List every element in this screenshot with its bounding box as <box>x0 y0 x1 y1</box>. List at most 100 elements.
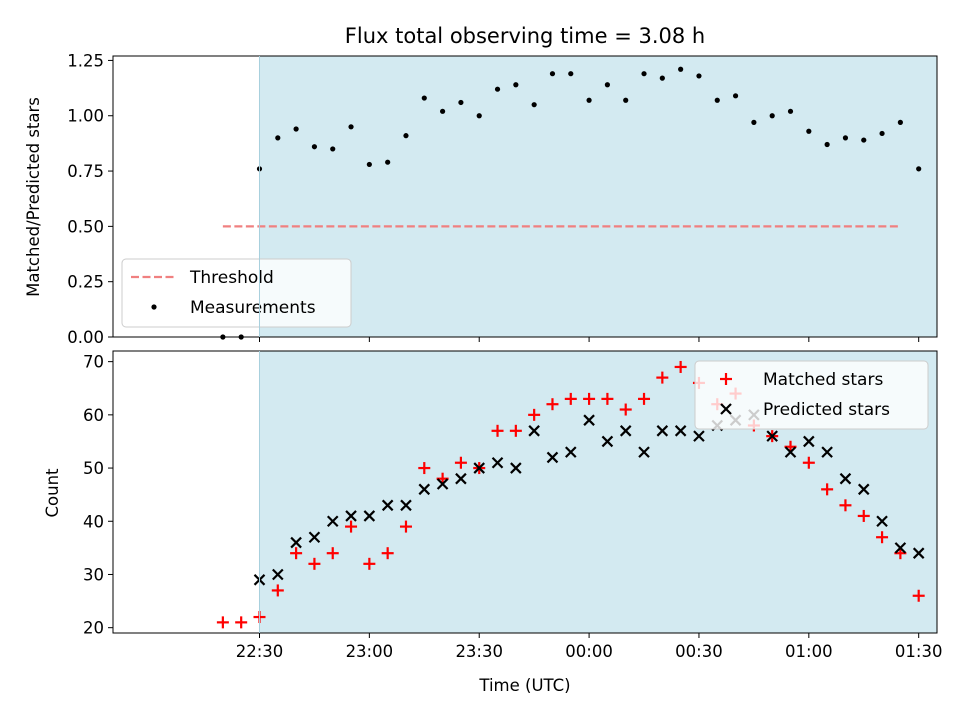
ratio-panel: 0.00 0.25 0.50 0.75 1.00 1.25 Flux total obse… <box>24 24 938 347</box>
measurement-point <box>549 71 556 77</box>
count-x-ticks: 22:30 23:00 23:30 00:00 00:30 01:00 01:30 <box>236 633 943 661</box>
predicted-legend-swatch <box>720 403 732 415</box>
matched-star-point <box>912 589 925 602</box>
matched-star-point <box>454 456 467 469</box>
ratio-y-axis-label: Matched/Predicted stars <box>24 97 43 297</box>
y-tick-label: 0.00 <box>67 328 104 347</box>
matched-star-point <box>546 398 559 411</box>
predicted-star-point <box>821 446 833 458</box>
measurement-point <box>275 135 281 141</box>
measurement-point <box>494 86 501 92</box>
predicted-star-point <box>894 542 907 554</box>
predicted-star-point <box>491 456 504 469</box>
x-tick-label: 23:00 <box>346 642 394 661</box>
measurement-point <box>916 166 922 172</box>
predicted-star-point <box>473 462 486 474</box>
matched-legend-label: Matched stars <box>763 370 883 390</box>
ratio-panel-frame <box>112 55 938 338</box>
measurement-point <box>604 82 611 88</box>
predicted-star-point <box>326 515 339 528</box>
matched-star-point <box>418 462 431 475</box>
matched-star-point <box>528 408 541 421</box>
predicted-star-point <box>803 435 815 448</box>
y-tick-label: 70 <box>83 353 104 372</box>
y-tick-label: 50 <box>83 459 104 478</box>
measurement-point <box>842 135 849 141</box>
matched-star-point <box>381 547 394 560</box>
measurement-point <box>769 113 775 119</box>
measurement-point <box>458 99 464 106</box>
predicted-star-point <box>345 510 357 522</box>
ratio-legend: Threshold Measurements <box>121 258 352 328</box>
predicted-star-point <box>400 499 412 512</box>
y-tick-label: 0.25 <box>67 273 104 292</box>
measurement-point <box>897 119 903 125</box>
matched-star-point <box>363 557 376 570</box>
predicted-star-point <box>619 425 632 437</box>
predicted-star-point <box>784 446 797 458</box>
measurement-point <box>348 124 354 130</box>
count-panel: 20 30 40 50 60 70 22:30 23:00 23:30 00:00 00:30 01… <box>43 350 943 695</box>
predicted-star-point <box>436 478 449 490</box>
predicted-star-point <box>876 515 888 528</box>
predicted-star-point <box>857 483 870 496</box>
predicted-star-point <box>766 430 778 442</box>
measurement-point <box>311 144 318 150</box>
matched-star-point <box>509 424 522 437</box>
predicted-star-point <box>656 425 669 437</box>
count-panel-frame <box>112 350 938 634</box>
measurement-point <box>440 108 446 114</box>
ratio-y-ticks: 0.00 0.25 0.50 0.75 1.00 1.25 <box>67 51 113 347</box>
measurement-point <box>403 133 409 139</box>
x-axis-label: Time (UTC) <box>478 676 570 695</box>
predicted-star-point <box>381 499 394 512</box>
measurements-points <box>220 66 922 340</box>
y-tick-label: 40 <box>83 512 104 531</box>
predicted-star-point <box>839 472 852 485</box>
matched-legend-swatch <box>720 373 732 385</box>
count-legend: Matched stars Predicted stars <box>694 360 929 430</box>
x-tick-label: 01:30 <box>895 642 943 661</box>
measurement-point <box>586 97 592 103</box>
measurement-point <box>568 71 574 77</box>
x-tick-label: 00:00 <box>565 642 613 661</box>
matched-star-point <box>601 392 614 405</box>
measurement-point <box>879 130 885 137</box>
ratio-legend-box <box>121 258 352 328</box>
predicted-star-point <box>601 435 614 448</box>
threshold-legend-label: Threshold <box>189 268 274 288</box>
measurement-point <box>531 102 537 108</box>
measurement-point <box>293 126 299 132</box>
measurement-point <box>696 73 702 79</box>
predicted-star-point <box>583 414 595 426</box>
matched-star-point <box>876 531 889 544</box>
measurements-legend-label: Measurements <box>190 298 316 318</box>
predicted-star-point <box>290 536 302 549</box>
predicted-star-point <box>363 510 376 522</box>
predicted-star-point <box>418 483 431 496</box>
matched-star-point <box>491 424 504 437</box>
matched-star-point <box>821 483 834 496</box>
measurement-point <box>659 75 665 81</box>
measurement-point <box>476 113 482 119</box>
count-legend-box <box>694 360 929 430</box>
measurement-point <box>806 128 812 134</box>
predicted-star-point <box>510 462 522 474</box>
predicted-legend-label: Predicted stars <box>763 400 890 420</box>
matched-star-point <box>638 392 651 405</box>
measurement-point <box>678 66 684 72</box>
matched-star-point <box>674 360 687 373</box>
ratio-x-ticks <box>258 337 920 342</box>
matched-star-point <box>839 499 852 512</box>
measurement-point <box>751 119 757 125</box>
measurement-point <box>421 95 427 101</box>
matched-star-point <box>656 371 669 384</box>
matched-star-point <box>802 456 815 469</box>
predicted-star-point <box>674 425 687 437</box>
measurement-point <box>330 146 336 152</box>
y-tick-label: 20 <box>83 619 104 638</box>
y-tick-label: 0.50 <box>67 217 104 236</box>
predicted-star-point <box>272 568 284 581</box>
matched-star-point <box>216 616 229 629</box>
